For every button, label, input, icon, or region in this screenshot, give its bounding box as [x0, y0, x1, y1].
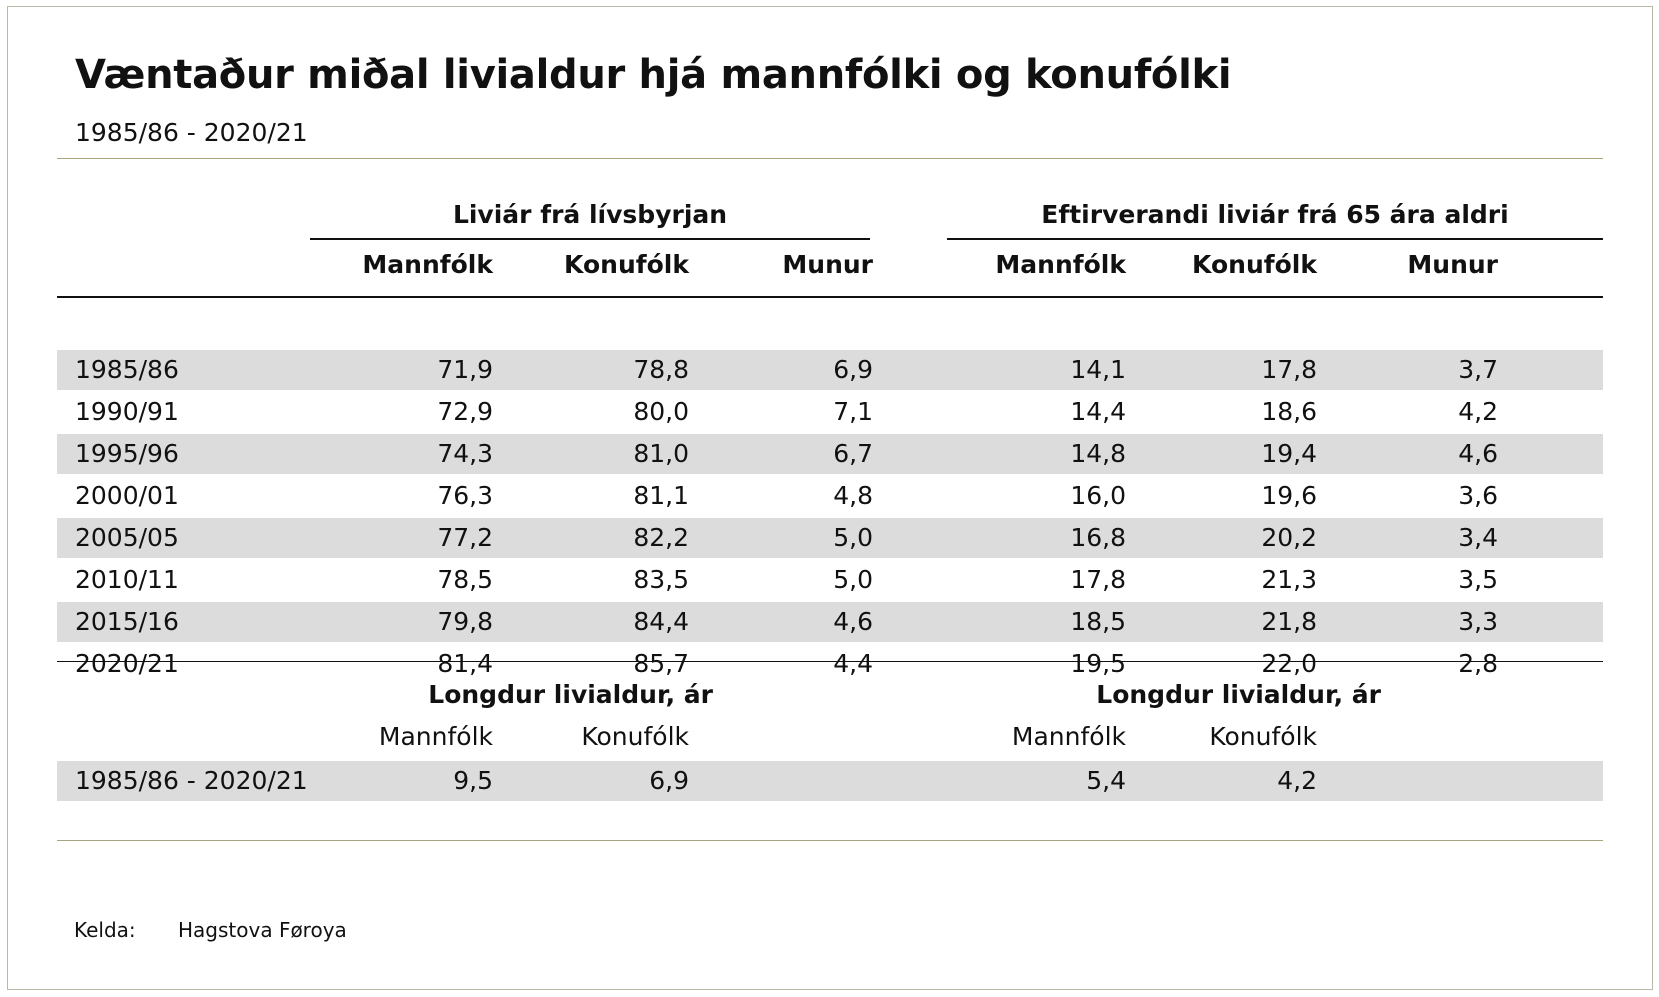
col-header-age65-women: Konufólk: [1192, 250, 1317, 279]
longer-row: 1985/86 - 2020/21 9,5 6,9 5,4 4,2: [57, 761, 1603, 801]
cell-age65-men: 18,5: [1070, 607, 1126, 636]
table-row: 2010/11 78,5 83,5 5,0 17,8 21,3 3,5: [57, 560, 1603, 600]
cell-birth-women: 78,8: [633, 355, 689, 384]
col-header-birth-men: Mannfólk: [362, 250, 493, 279]
cell-birth-diff: 5,0: [833, 565, 873, 594]
cell-birth-women: 83,5: [633, 565, 689, 594]
cell-age65-diff: 3,3: [1458, 607, 1498, 636]
cell-age65-men: 14,4: [1070, 397, 1126, 426]
cell-birth-diff: 6,7: [833, 439, 873, 468]
cell-birth-diff: 4,8: [833, 481, 873, 510]
longer-col-left-women: Konufólk: [581, 722, 689, 751]
longer-value-left-women: 6,9: [649, 766, 689, 795]
cell-birth-men: 72,9: [437, 397, 493, 426]
table-row: 1990/91 72,9 80,0 7,1 14,4 18,6 4,2: [57, 392, 1603, 432]
cell-age65-women: 21,8: [1261, 607, 1317, 636]
cell-age65-diff: 4,6: [1458, 439, 1498, 468]
longer-value-left-men: 9,5: [453, 766, 493, 795]
col-header-birth-women: Konufólk: [564, 250, 689, 279]
group-underline-age65: [947, 238, 1603, 240]
cell-birth-women: 85,7: [633, 649, 689, 678]
longer-period: 1985/86 - 2020/21: [75, 766, 308, 795]
cell-age65-men: 19,5: [1070, 649, 1126, 678]
longer-col-left-men: Mannfólk: [378, 722, 493, 751]
page-title: Væntaður miðal livialdur hjá mannfólki o…: [75, 52, 1232, 98]
row-period: 2005/05: [75, 523, 179, 552]
cell-birth-diff: 7,1: [833, 397, 873, 426]
cell-age65-men: 14,1: [1070, 355, 1126, 384]
cell-age65-diff: 3,4: [1458, 523, 1498, 552]
table-frame: [7, 6, 1653, 990]
cell-age65-women: 21,3: [1261, 565, 1317, 594]
group-underline-birth: [310, 238, 870, 240]
cell-birth-diff: 5,0: [833, 523, 873, 552]
top-divider: [57, 158, 1603, 159]
cell-birth-men: 74,3: [437, 439, 493, 468]
longer-heading-left: Longdur livialdur, ár: [428, 680, 713, 709]
bottom-divider: [57, 840, 1603, 841]
cell-birth-women: 81,1: [633, 481, 689, 510]
cell-birth-diff: 4,4: [833, 649, 873, 678]
table-row: 2020/21 81,4 85,7 4,4 19,5 22,0 2,8: [57, 644, 1603, 684]
cell-age65-women: 20,2: [1261, 523, 1317, 552]
cell-age65-women: 22,0: [1261, 649, 1317, 678]
cell-age65-men: 16,8: [1070, 523, 1126, 552]
cell-age65-men: 16,0: [1070, 481, 1126, 510]
row-period: 1995/96: [75, 439, 179, 468]
longer-value-right-men: 5,4: [1086, 766, 1126, 795]
cell-age65-diff: 3,7: [1458, 355, 1498, 384]
cell-birth-men: 78,5: [437, 565, 493, 594]
cell-age65-men: 17,8: [1070, 565, 1126, 594]
longer-heading-right: Longdur livialdur, ár: [1096, 680, 1381, 709]
cell-birth-women: 84,4: [633, 607, 689, 636]
col-header-age65-diff: Munur: [1407, 250, 1498, 279]
cell-age65-women: 19,4: [1261, 439, 1317, 468]
cell-birth-diff: 6,9: [833, 355, 873, 384]
table-row: 2015/16 79,8 84,4 4,6 18,5 21,8 3,3: [57, 602, 1603, 642]
table-bottom-rule: [57, 661, 1603, 662]
row-period: 1985/86: [75, 355, 179, 384]
cell-birth-men: 81,4: [437, 649, 493, 678]
cell-age65-women: 19,6: [1261, 481, 1317, 510]
cell-age65-diff: 3,6: [1458, 481, 1498, 510]
cell-age65-diff: 4,2: [1458, 397, 1498, 426]
cell-age65-women: 17,8: [1261, 355, 1317, 384]
row-period: 2020/21: [75, 649, 179, 678]
row-period: 2010/11: [75, 565, 179, 594]
cell-birth-women: 82,2: [633, 523, 689, 552]
cell-birth-men: 76,3: [437, 481, 493, 510]
table-row: 2000/01 76,3 81,1 4,8 16,0 19,6 3,6: [57, 476, 1603, 516]
row-period: 1990/91: [75, 397, 179, 426]
longer-value-right-women: 4,2: [1277, 766, 1317, 795]
row-period: 2015/16: [75, 607, 179, 636]
cell-birth-men: 71,9: [437, 355, 493, 384]
col-header-birth-diff: Munur: [782, 250, 873, 279]
longer-col-right-men: Mannfólk: [1011, 722, 1126, 751]
table-row: 1985/86 71,9 78,8 6,9 14,1 17,8 3,7: [57, 350, 1603, 390]
cell-birth-women: 80,0: [633, 397, 689, 426]
cell-birth-diff: 4,6: [833, 607, 873, 636]
cell-birth-men: 77,2: [437, 523, 493, 552]
cell-birth-women: 81,0: [633, 439, 689, 468]
cell-age65-diff: 2,8: [1458, 649, 1498, 678]
page-subtitle: 1985/86 - 2020/21: [75, 118, 308, 147]
cell-age65-diff: 3,5: [1458, 565, 1498, 594]
source-label: Kelda:: [74, 918, 136, 942]
table-row: 1995/96 74,3 81,0 6,7 14,8 19,4 4,6: [57, 434, 1603, 474]
longer-col-right-women: Konufólk: [1209, 722, 1317, 751]
header-rule: [57, 296, 1603, 298]
cell-age65-women: 18,6: [1261, 397, 1317, 426]
group-header-age65: Eftirverandi liviár frá 65 ára aldri: [1041, 200, 1509, 229]
cell-age65-men: 14,8: [1070, 439, 1126, 468]
col-header-age65-men: Mannfólk: [995, 250, 1126, 279]
source-value: Hagstova Føroya: [178, 918, 347, 942]
group-header-birth: Liviár frá lívsbyrjan: [452, 200, 728, 229]
row-period: 2000/01: [75, 481, 179, 510]
table-row: 2005/05 77,2 82,2 5,0 16,8 20,2 3,4: [57, 518, 1603, 558]
cell-birth-men: 79,8: [437, 607, 493, 636]
